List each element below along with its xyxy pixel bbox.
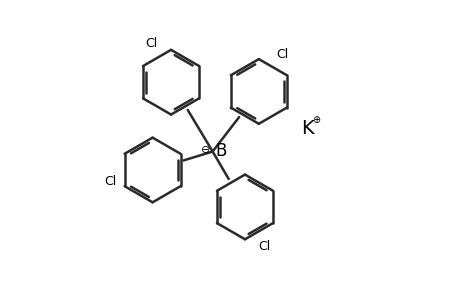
Text: ⊖: ⊖ [200, 145, 209, 155]
Text: Cl: Cl [145, 37, 157, 50]
Text: ⊕: ⊕ [311, 115, 319, 124]
Text: Cl: Cl [275, 48, 287, 62]
Text: Cl: Cl [257, 240, 269, 253]
Text: K: K [300, 119, 313, 138]
Text: B: B [214, 142, 226, 160]
Text: Cl: Cl [104, 175, 116, 188]
